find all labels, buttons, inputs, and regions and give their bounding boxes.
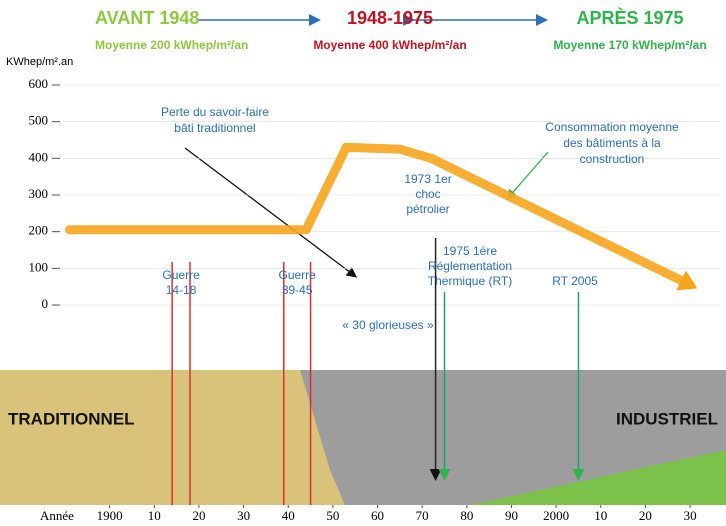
period-label: Guerre [162,268,200,282]
header-subtitle: Moyenne 400 kWhep/m²/an [313,38,466,52]
x-tick-label: 30 [684,508,697,523]
x-tick-label: 90 [505,508,518,523]
period-label: 39-45 [282,283,313,297]
event-label: 1975 1ére [443,244,497,258]
event-label: Thermique (RT) [428,274,512,288]
annotation: « 30 glorieuses » [342,318,434,332]
header-title: APRÈS 1975 [576,7,683,28]
event-label: choc [415,187,440,201]
period-label: 14-18 [166,283,197,297]
x-tick-label: 80 [460,508,473,523]
scene-label: TRADITIONNEL [8,409,135,428]
event-label: RT 2005 [552,274,598,288]
chart: TRADITIONNEL INDUSTRIEL AVANT 1948 Moyenn… [0,0,726,526]
y-tick-label: 200 [29,223,49,238]
header-title: AVANT 1948 [95,8,199,28]
y-tick-label: 300 [29,186,49,201]
x-tick-label: 10 [148,508,161,523]
period-label: Guerre [278,268,316,282]
event-label: pétrolier [406,202,449,216]
x-axis-label: Année [40,508,74,523]
header-subtitle: Moyenne 170 kWhep/m²/an [553,38,706,52]
y-tick-label: 0 [42,296,49,311]
data-line [70,147,691,284]
x-tick-label: 70 [416,508,429,523]
y-tick-label: 100 [29,259,49,274]
x-tick-label: 20 [192,508,205,523]
x-tick-label: 40 [282,508,295,523]
header-subtitle: Moyenne 200 kWhep/m²/an [95,38,248,52]
annotation: Consommation moyenne [545,120,679,134]
scene-label: INDUSTRIEL [616,409,718,428]
x-tick-label: 2000 [543,508,569,523]
annotation: des bâtiments à la [563,136,661,150]
y-tick-label: 600 [29,76,49,91]
x-tick-label: 60 [371,508,384,523]
y-axis-label: KWhep/m².an [6,56,73,68]
x-tick-label: 50 [326,508,339,523]
x-tick-label: 30 [237,508,250,523]
x-tick-label: 20 [639,508,652,523]
annotation-arrow [185,148,355,276]
annotation: Perte du savoir-faire [161,105,269,119]
event-label: Réglementation [428,259,512,273]
annotation-arrow [508,152,548,198]
y-tick-label: 500 [29,113,49,128]
event-label: 1973 1er [404,172,451,186]
y-tick-label: 400 [29,149,49,164]
header-title: 1948-1975 [347,8,433,28]
x-tick-label: 1900 [97,508,123,523]
x-tick-label: 10 [594,508,607,523]
annotation: construction [580,152,645,166]
annotation: bâti traditionnel [174,121,255,135]
